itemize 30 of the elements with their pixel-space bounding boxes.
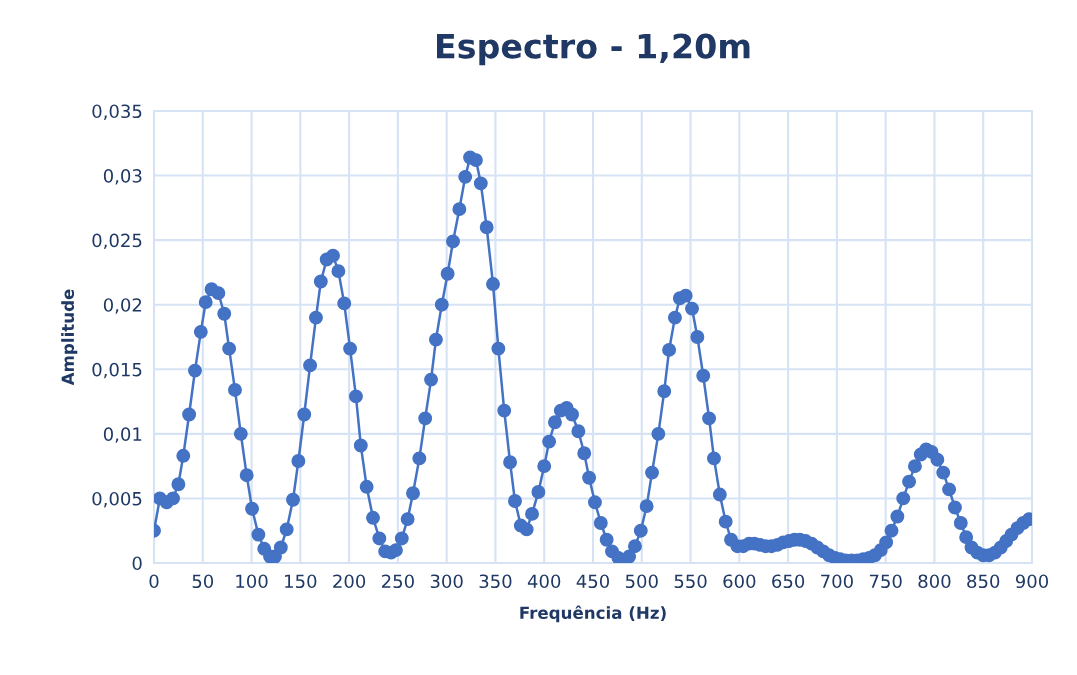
x-tick-label: 500 [625, 574, 658, 589]
x-tick-label: 800 [918, 574, 951, 589]
y-tick-label: 0,03 [103, 169, 142, 185]
x-tick-label: 100 [236, 574, 268, 589]
x-tick-label: 600 [723, 574, 756, 589]
x-tick-label: 900 [1015, 574, 1049, 589]
x-tick-label: 450 [576, 574, 610, 589]
x-axis-title: Frequência (Hz) [520, 605, 666, 623]
y-tick-label: 0,01 [103, 427, 142, 443]
x-tick-label: 200 [333, 574, 366, 589]
y-tick-label: 0,015 [92, 362, 142, 379]
x-tick-label: 150 [285, 574, 317, 589]
x-tick-label: 550 [674, 574, 707, 589]
x-tick-label: 300 [430, 574, 463, 589]
chart-title: Espectro - 1,20m [437, 33, 750, 66]
x-tick-label: 750 [869, 574, 902, 589]
y-tick-label: 0,035 [92, 104, 142, 120]
x-tick-label: 250 [381, 574, 414, 589]
y-tick-label: 0,005 [92, 491, 142, 508]
y-tick-label: 0,02 [103, 298, 142, 314]
x-tick-label: 50 [192, 574, 214, 589]
x-tick-label: 700 [821, 574, 853, 589]
y-tick-label: 0,025 [92, 233, 142, 250]
x-tick-label: 400 [527, 574, 561, 589]
y-axis-title: Amplitude [61, 289, 78, 386]
x-tick-label: 650 [772, 574, 805, 589]
x-tick-label: 350 [479, 574, 512, 589]
x-tick-label: 0 [149, 574, 159, 589]
y-tick-label: 0 [132, 556, 142, 571]
x-tick-label: 850 [967, 574, 1000, 589]
